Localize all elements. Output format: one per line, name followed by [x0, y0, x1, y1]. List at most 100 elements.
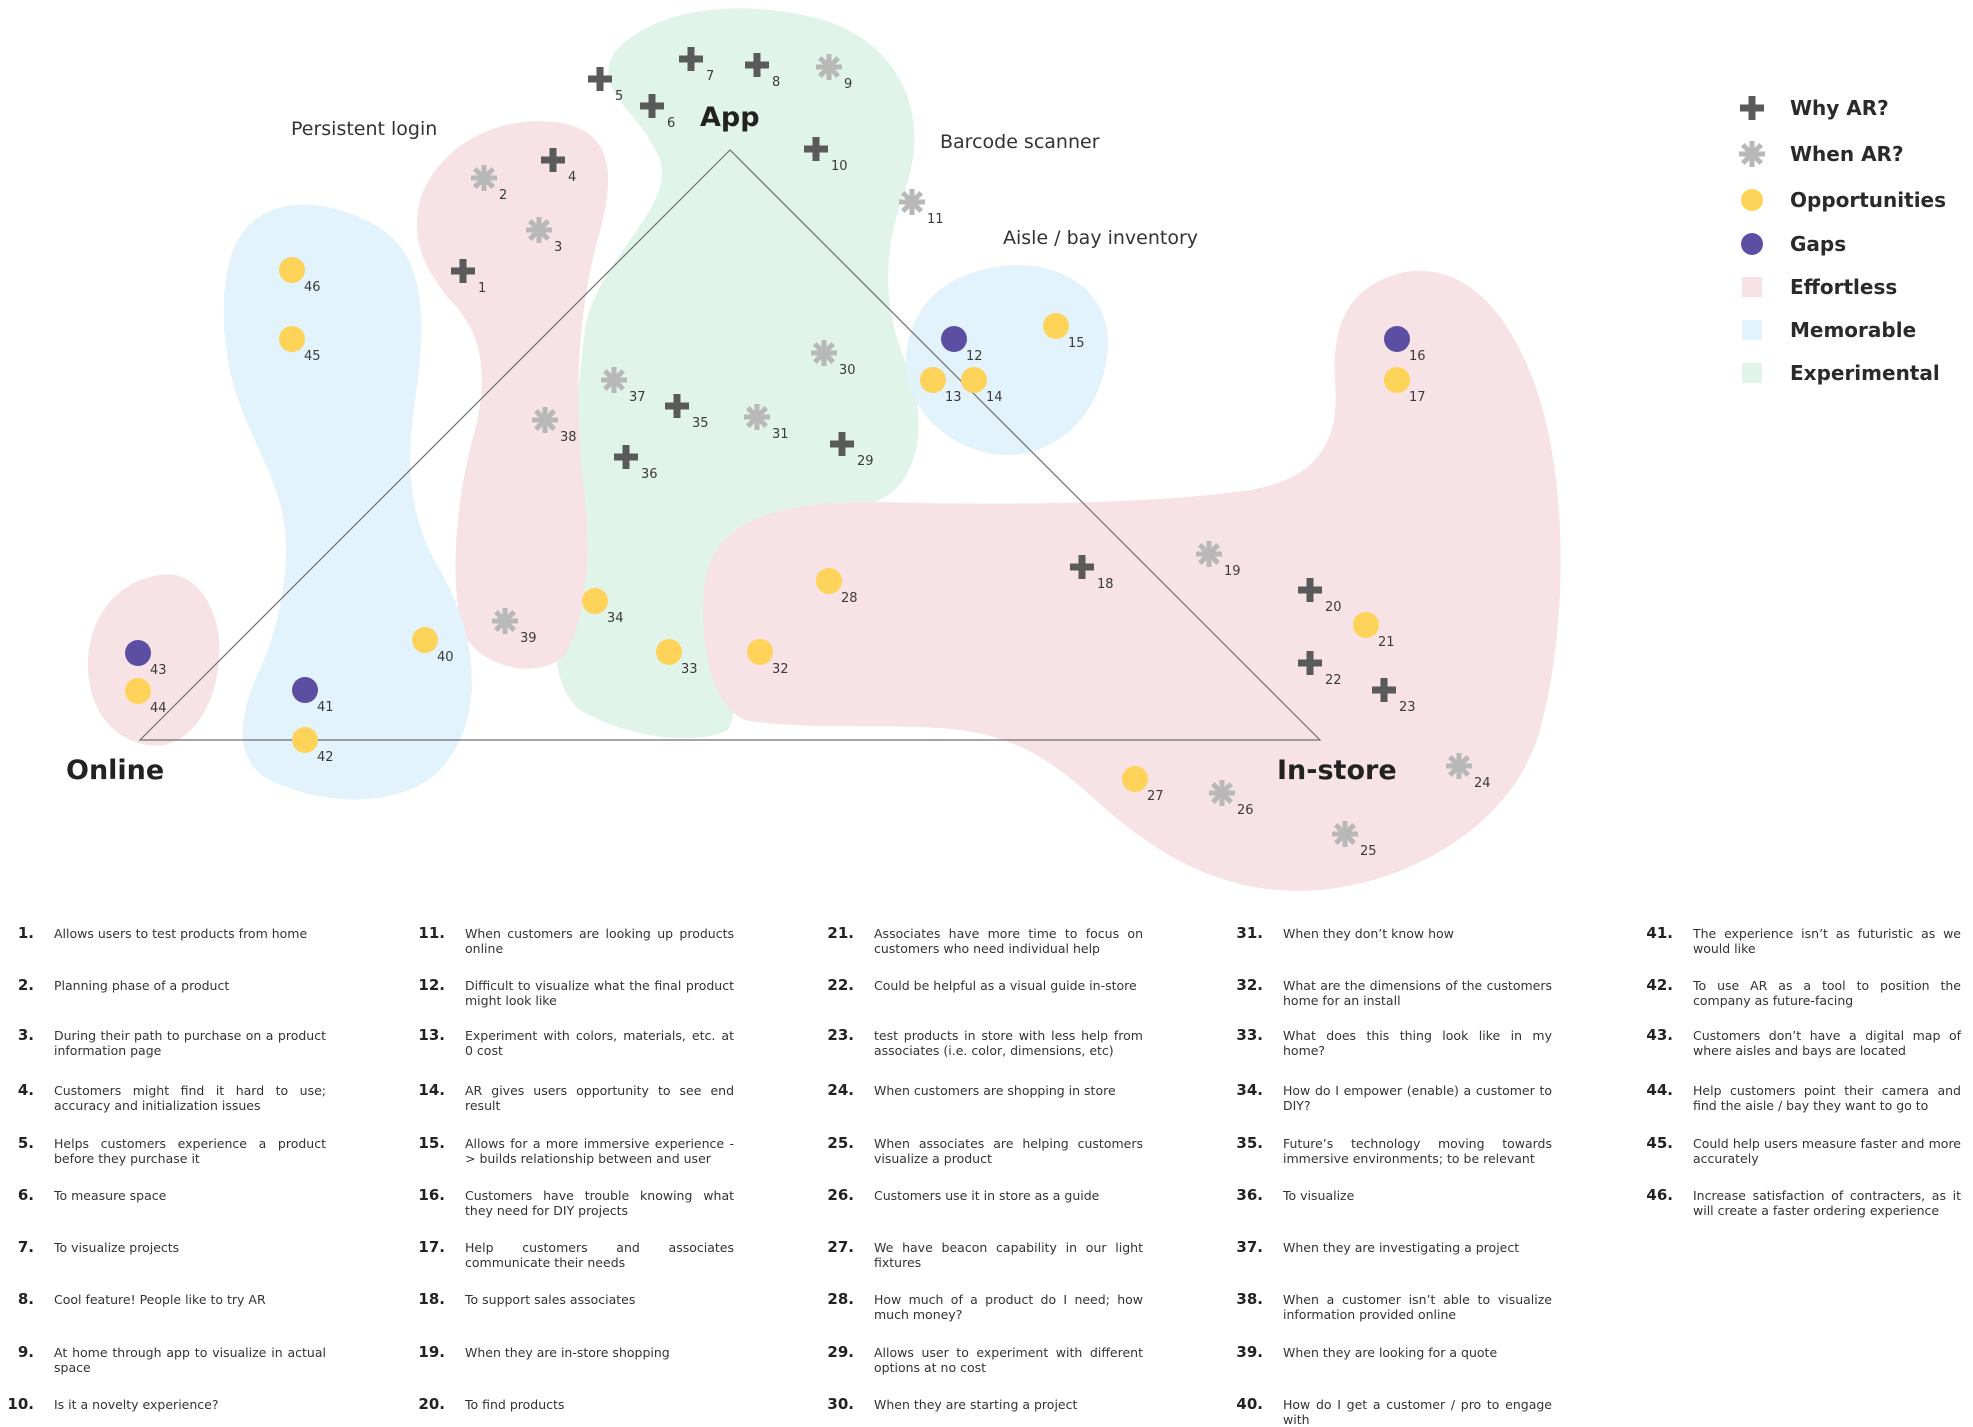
note-number: 1.: [17, 924, 34, 942]
marker-44: 44: [125, 678, 167, 716]
note-item: 17. Help customers and associates communi…: [417, 1240, 734, 1271]
note-item: 27. We have beacon capability in our ligh…: [826, 1240, 1143, 1271]
marker-number: 44: [150, 701, 167, 716]
marker-7: 7: [679, 47, 714, 84]
note-number: 18.: [418, 1290, 445, 1308]
marker-number: 17: [1409, 390, 1426, 405]
legend: Why AR? When AR? Opportunities Gaps Effo…: [1739, 96, 1946, 385]
plus-icon: [640, 94, 664, 118]
note-text: To support sales associates: [465, 1292, 636, 1307]
note-text: When they don’t know how: [1283, 926, 1454, 941]
note-item: 29. Allows user to experiment with differ…: [826, 1343, 1143, 1376]
marker-38: 38: [532, 407, 577, 445]
plus-icon: [614, 445, 638, 469]
gap-dot-icon: [941, 326, 967, 352]
note-text: When a customer isn’t able to visualize …: [1283, 1292, 1552, 1322]
effortless-cluster-right: [703, 270, 1561, 891]
marker-number: 36: [641, 467, 658, 482]
asterisk-icon: [811, 340, 837, 366]
opportunity-dot-icon: [656, 639, 682, 665]
note-item: 36. To visualize: [1235, 1186, 1552, 1204]
note-number: 31.: [1236, 924, 1263, 942]
note-item: 33. What does this thing look like in my …: [1235, 1028, 1552, 1059]
note-text: Experiment with colors, materials, etc. …: [465, 1028, 734, 1058]
note-text: Could be helpful as a visual guide in-st…: [874, 978, 1137, 993]
marker-40: 40: [412, 627, 454, 665]
plus-icon: [1372, 678, 1396, 702]
marker-number: 2: [499, 188, 507, 203]
marker-45: 45: [279, 326, 321, 364]
marker-number: 15: [1068, 336, 1085, 351]
asterisk-icon: [1196, 541, 1222, 567]
note-number: 29.: [827, 1343, 854, 1361]
note-number: 4.: [17, 1081, 34, 1099]
marker-number: 29: [857, 454, 874, 469]
marker-number: 32: [772, 662, 789, 677]
note-number: 37.: [1236, 1238, 1263, 1256]
legend-experimental-label: Experimental: [1790, 361, 1940, 385]
marker-34: 34: [582, 588, 624, 626]
note-number: 2.: [17, 976, 34, 994]
marker-16: 16: [1384, 326, 1426, 364]
marker-19: 19: [1196, 541, 1241, 579]
legend-effortless-label: Effortless: [1790, 275, 1897, 299]
opportunity-dot-icon: [816, 568, 842, 594]
marker-number: 27: [1147, 789, 1164, 804]
note-number: 34.: [1236, 1081, 1263, 1099]
note-text: test products in store with less help fr…: [874, 1028, 1143, 1058]
note-number: 16.: [418, 1186, 445, 1204]
marker-number: 26: [1237, 803, 1254, 818]
gap-dot-icon: [125, 640, 151, 666]
marker-number: 4: [568, 170, 576, 185]
note-item: 39. When they are looking for a quote: [1235, 1345, 1552, 1361]
note-number: 24.: [827, 1081, 854, 1099]
experimental-cluster: [555, 8, 919, 739]
legend-when-ar-icon: [1739, 141, 1765, 167]
asterisk-icon: [601, 367, 627, 393]
note-number: 41.: [1646, 924, 1673, 942]
memorable-cluster-right: [905, 265, 1109, 456]
note-text: Associates have more time to focus on cu…: [874, 926, 1143, 956]
note-item: 24. When customers are shopping in store: [826, 1081, 1143, 1099]
marker-30: 30: [811, 340, 856, 378]
note-number: 14.: [418, 1081, 445, 1099]
note-text: Allows user to experiment with different…: [874, 1345, 1143, 1375]
marker-number: 22: [1325, 673, 1342, 688]
marker-number: 34: [607, 611, 624, 626]
opportunity-dot-icon: [292, 727, 318, 753]
note-number: 25.: [827, 1134, 854, 1152]
note-text: Could help users measure faster and more…: [1693, 1136, 1961, 1166]
note-number: 43.: [1646, 1026, 1673, 1044]
note-item: 40. How do I get a customer / pro to enga…: [1235, 1397, 1552, 1427]
marker-number: 11: [927, 212, 944, 227]
plus-icon: [588, 67, 612, 91]
marker-4: 4: [541, 148, 576, 185]
asterisk-icon: [899, 189, 925, 215]
note-text: Customers don’t have a digital map of wh…: [1693, 1028, 1961, 1058]
marker-number: 28: [841, 591, 858, 606]
asterisk-icon: [492, 608, 518, 634]
cluster-label-aisle-bay-inventory: Aisle / bay inventory: [1003, 227, 1198, 249]
note-item: 10. Is it a novelty experience?: [6, 1397, 326, 1413]
marker-number: 7: [706, 69, 714, 84]
marker-14: 14: [961, 367, 1003, 405]
marker-number: 39: [520, 631, 537, 646]
asterisk-icon: [1209, 780, 1235, 806]
note-number: 36.: [1236, 1186, 1263, 1204]
note-item: 21. Associates have more time to focus on…: [826, 926, 1143, 957]
marker-22: 22: [1298, 651, 1342, 688]
marker-number: 21: [1378, 635, 1395, 650]
note-number: 45.: [1646, 1134, 1673, 1152]
note-text: During their path to purchase on a produ…: [54, 1028, 326, 1058]
note-text: Helps customers experience a product bef…: [54, 1136, 326, 1166]
note-item: 7. To visualize projects: [6, 1240, 326, 1256]
note-item: 43. Customers don’t have a digital map of…: [1645, 1026, 1961, 1059]
note-number: 6.: [17, 1186, 34, 1204]
marker-3: 3: [526, 217, 562, 255]
plus-icon: [1298, 651, 1322, 675]
legend-when-ar-label: When AR?: [1790, 142, 1904, 166]
opportunity-dot-icon: [279, 257, 305, 283]
marker-37: 37: [601, 367, 646, 405]
plus-icon: [541, 148, 565, 172]
note-text: To measure space: [54, 1188, 167, 1203]
